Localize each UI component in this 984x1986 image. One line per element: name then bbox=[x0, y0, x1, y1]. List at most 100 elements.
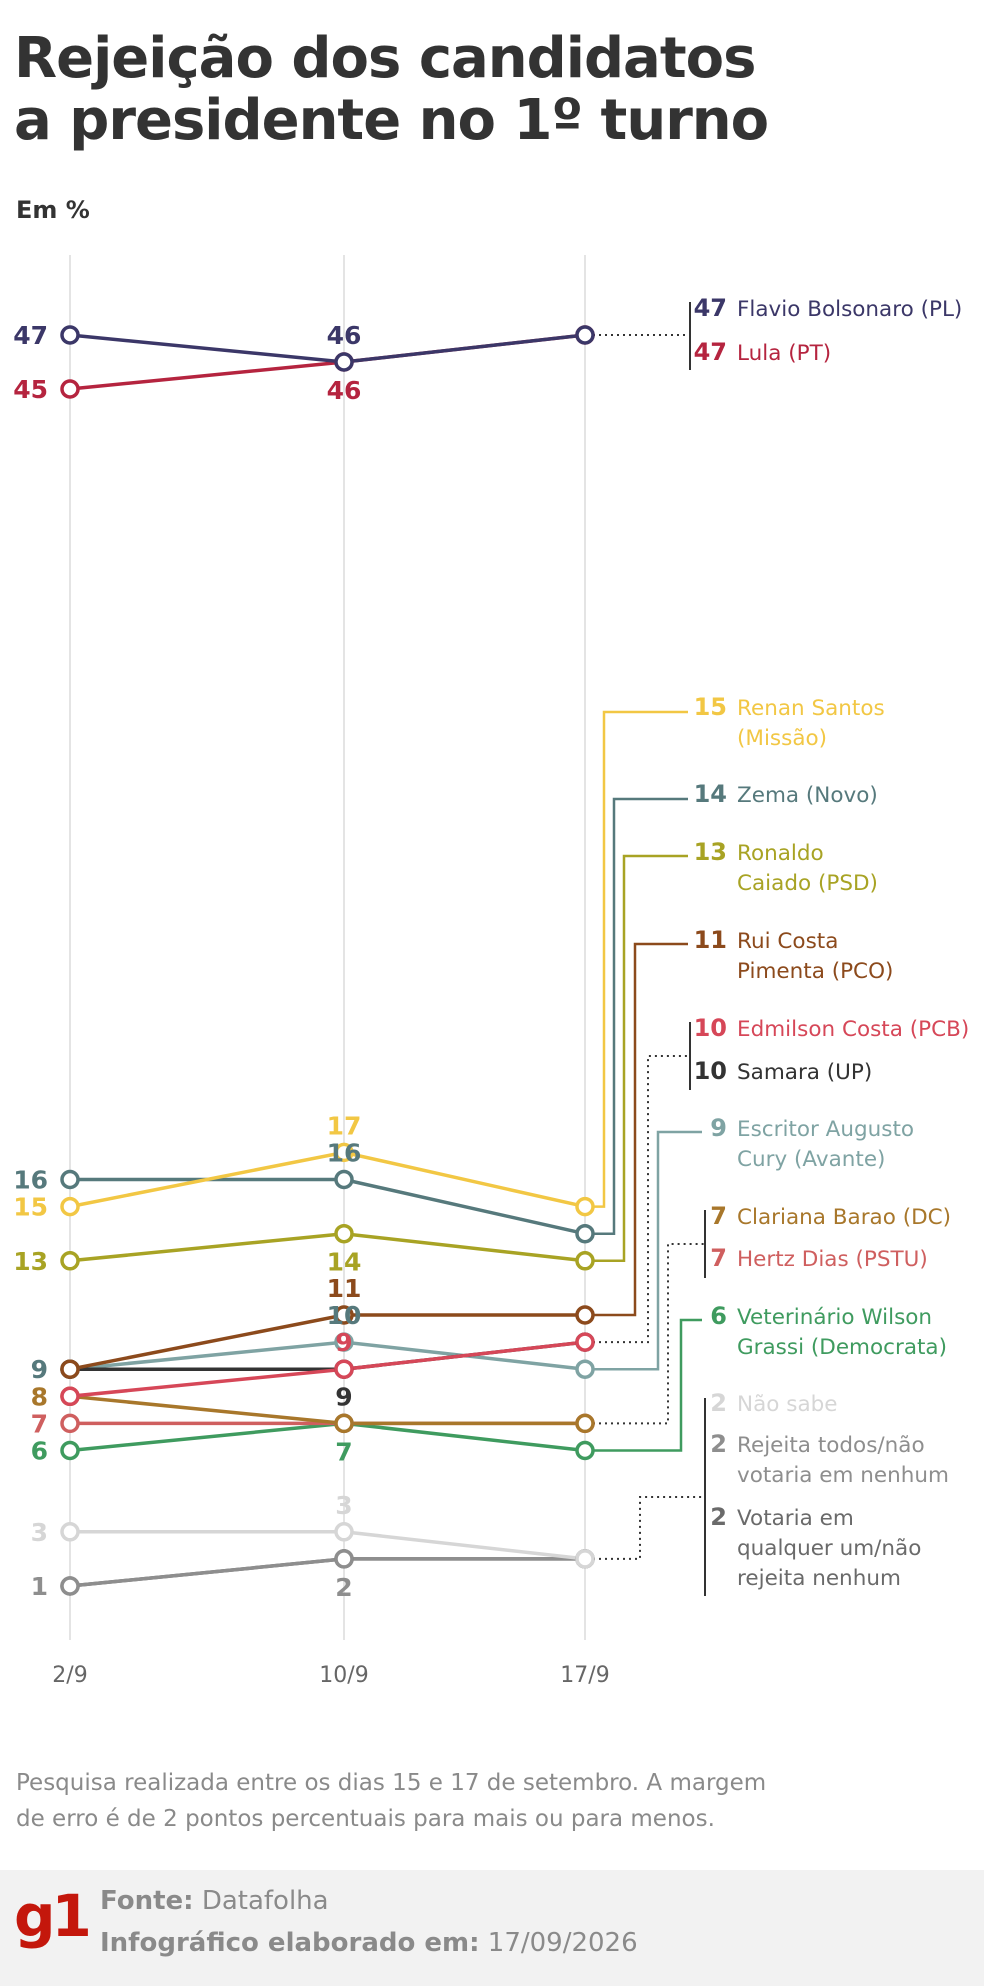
point-label: 17 bbox=[327, 1111, 362, 1140]
data-point bbox=[575, 325, 595, 345]
note-line-1: Pesquisa realizada entre os dias 15 e 17… bbox=[16, 1770, 767, 1796]
data-point bbox=[60, 1386, 80, 1407]
end-label-name: rejeita nenhum bbox=[737, 1566, 901, 1591]
label-connector-dotted bbox=[593, 1243, 705, 1425]
point-label: 3 bbox=[335, 1491, 352, 1520]
data-point bbox=[575, 1359, 595, 1379]
source-label: Fonte: bbox=[100, 1886, 194, 1916]
end-label-name: Grassi (Democrata) bbox=[737, 1335, 947, 1360]
end-label-value: 6 bbox=[710, 1302, 727, 1330]
grid-lines bbox=[69, 255, 586, 1640]
end-label-name: Hertz Dias (PSTU) bbox=[737, 1247, 928, 1272]
series-line bbox=[70, 1530, 586, 1561]
data-point bbox=[575, 1223, 595, 1244]
point-label: 7 bbox=[335, 1437, 352, 1466]
label-connector bbox=[593, 1130, 702, 1371]
end-label-name: Zema (Novo) bbox=[737, 783, 878, 808]
series-line bbox=[69, 1557, 585, 1588]
data-point bbox=[334, 1359, 354, 1379]
end-label: 2 Rejeita todos/não votaria em nenhum bbox=[710, 1430, 949, 1488]
end-label: 47 Lula (PT) bbox=[694, 338, 832, 366]
end-label: 15 Renan Santos (Missão) bbox=[694, 693, 885, 751]
point-label: 45 bbox=[13, 375, 48, 404]
end-label-value: 10 bbox=[694, 1014, 727, 1042]
point-label: 2 bbox=[335, 1573, 352, 1602]
point-label: 10 bbox=[327, 1301, 362, 1330]
series-line bbox=[69, 1421, 586, 1453]
end-label-name: Cury (Avante) bbox=[737, 1147, 885, 1172]
data-point bbox=[334, 1549, 354, 1569]
end-label: 47 Flavio Bolsonaro (PL) bbox=[694, 294, 963, 322]
data-point bbox=[334, 1169, 354, 1190]
end-label-name: Rejeita todos/não bbox=[737, 1433, 925, 1458]
end-label-name: Flavio Bolsonaro (PL) bbox=[737, 297, 962, 322]
label-connector bbox=[593, 710, 688, 1208]
end-label-value: 7 bbox=[710, 1202, 727, 1230]
data-point bbox=[334, 1223, 354, 1244]
end-label-name: Ronaldo bbox=[737, 841, 824, 866]
label-connector bbox=[593, 797, 688, 1235]
point-label: 13 bbox=[13, 1247, 48, 1276]
footer: g1 Fonte: Datafolha Infográfico elaborad… bbox=[0, 1870, 984, 1986]
end-label-value: 2 bbox=[710, 1430, 727, 1458]
data-point bbox=[60, 1440, 80, 1461]
end-label-value: 2 bbox=[710, 1503, 727, 1531]
data-point bbox=[334, 1413, 354, 1434]
label-connector bbox=[593, 854, 688, 1263]
series-points bbox=[60, 325, 595, 1596]
end-label-name: Pimenta (PCO) bbox=[737, 959, 893, 984]
end-label-name: Caiado (PSD) bbox=[737, 871, 878, 896]
data-point bbox=[60, 1522, 80, 1542]
point-label: 16 bbox=[327, 1139, 362, 1168]
data-point bbox=[60, 1413, 80, 1434]
source-line: Fonte: Datafolha bbox=[100, 1886, 329, 1916]
title-line-1: Rejeição dos candidatos bbox=[14, 26, 756, 91]
data-point bbox=[334, 1332, 354, 1352]
end-label: 11 Rui Costa Pimenta (PCO) bbox=[694, 926, 894, 984]
end-label: 10 Samara (UP) bbox=[694, 1057, 873, 1085]
point-label: 1 bbox=[31, 1572, 48, 1601]
date-value: 17/09/2026 bbox=[487, 1928, 638, 1958]
label-connector bbox=[593, 942, 688, 1317]
end-label-value: 11 bbox=[694, 926, 727, 954]
label-connector-dotted bbox=[593, 1496, 705, 1560]
data-point bbox=[334, 1522, 354, 1542]
data-point bbox=[575, 1549, 595, 1569]
source-value: Datafolha bbox=[201, 1886, 329, 1916]
end-label-value: 14 bbox=[694, 780, 727, 808]
end-label: 10 Edmilson Costa (PCB) bbox=[694, 1014, 970, 1042]
point-label: 6 bbox=[31, 1437, 48, 1466]
end-label: 2 Votaria em qualquer um/não rejeita nenhum bbox=[710, 1503, 921, 1591]
end-label-value: 7 bbox=[710, 1244, 727, 1272]
point-label: 46 bbox=[327, 321, 362, 350]
data-point bbox=[575, 1196, 595, 1217]
unit-label: Em % bbox=[16, 196, 90, 224]
end-label: 14 Zema (Novo) bbox=[694, 780, 878, 808]
end-labels: 47 Flavio Bolsonaro (PL) 47 Lula (PT) 15 Rena… bbox=[694, 294, 970, 1591]
end-label-name: Samara (UP) bbox=[737, 1060, 872, 1085]
label-connectors bbox=[593, 302, 706, 1596]
x-tick-label: 10/9 bbox=[319, 1663, 368, 1688]
data-point bbox=[575, 1332, 595, 1352]
g1-logo: g1 bbox=[14, 1882, 92, 1950]
data-point bbox=[60, 1169, 80, 1190]
data-point bbox=[60, 1196, 80, 1217]
note-line-2: de erro é de 2 pontos percentuais para m… bbox=[16, 1806, 715, 1832]
point-label: 46 bbox=[327, 376, 362, 405]
data-point bbox=[60, 325, 80, 345]
point-label: 3 bbox=[31, 1518, 48, 1547]
end-label-value: 2 bbox=[710, 1389, 727, 1417]
end-label-name: Escritor Augusto bbox=[737, 1117, 914, 1142]
series-lines bbox=[69, 333, 586, 1588]
data-point bbox=[575, 1413, 595, 1434]
point-label: 47 bbox=[13, 321, 48, 350]
title-line-2: a presidente no 1º turno bbox=[14, 88, 769, 153]
date-label: Infográfico elaborado em: bbox=[100, 1928, 480, 1958]
point-label: 7 bbox=[31, 1409, 48, 1438]
x-tick-label: 17/9 bbox=[560, 1663, 609, 1688]
end-label-name: Veterinário Wilson bbox=[737, 1305, 932, 1330]
end-label-name: Rui Costa bbox=[737, 929, 838, 954]
end-label: 7 Clariana Barao (DC) bbox=[710, 1202, 951, 1230]
x-tick-label: 2/9 bbox=[52, 1663, 87, 1688]
